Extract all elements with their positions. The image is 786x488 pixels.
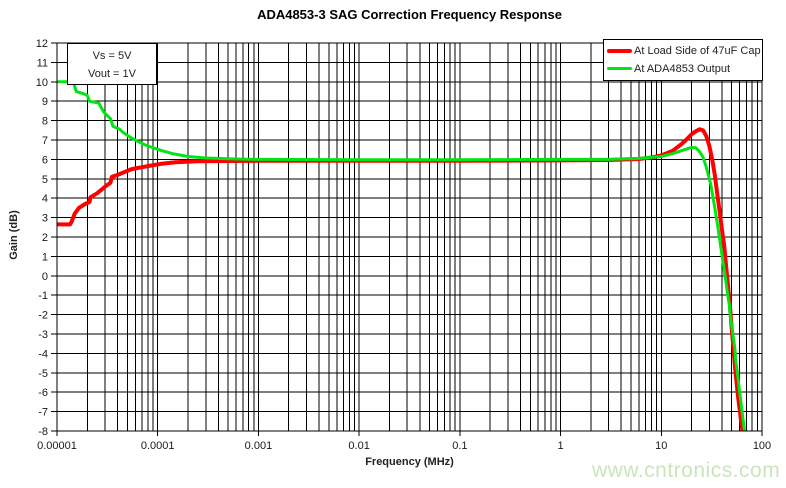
legend-label: At ADA4853 Output [634,62,731,75]
y-tick-label: 11 [37,57,48,69]
y-tick-label: 1 [42,251,48,263]
y-tick-label: -4 [38,348,48,360]
y-tick-label: -8 [38,426,48,438]
watermark-text: www.cntronics.com [592,459,781,482]
y-tick-label: -2 [38,310,48,322]
x-tick-label: 0.01 [348,440,369,452]
legend-swatch-red-line [607,49,632,54]
y-tick-label: 12 [36,38,48,50]
curve-ada4853-output [57,80,746,431]
annotation-line-vs: Vs = 5V [92,50,132,62]
legend-label: At Load Side of 47uF Cap [634,45,761,58]
y-tick-label: 7 [42,135,48,147]
legend-item-load-side: At Load Side of 47uF Cap [607,45,762,57]
y-tick-label: 8 [42,116,48,128]
x-tick-label: 1 [558,440,564,452]
y-tick-label: 2 [42,232,48,244]
legend-swatch-green-line [607,67,632,71]
y-axis-title: Gain (dB) [8,210,20,260]
y-tick-label: -1 [38,290,48,302]
y-tick-label: 9 [42,96,48,108]
x-tick-label: 0.1 [452,440,467,452]
x-tick-label: 0.0001 [141,440,175,452]
y-tick-label: 0 [42,271,48,283]
y-tick-label: -6 [38,387,48,399]
y-tick-label: 6 [42,154,48,166]
data-series [57,80,746,431]
axes [51,42,763,436]
conditions-annotation-box: Vs = 5V Vout = 1V [67,43,157,85]
legend: At Load Side of 47uF Cap At ADA4853 Outp… [603,39,763,81]
y-tick-label: 5 [42,174,48,186]
x-tick-label: 100 [753,440,771,452]
y-tick-label: 3 [42,213,48,225]
gridlines [57,43,762,431]
x-tick-label: 0.001 [245,440,273,452]
curve-load-side-of-cap [57,127,745,431]
y-tick-label: -7 [38,407,48,419]
y-tick-label: -3 [38,329,48,341]
y-tick-label: 4 [42,193,48,205]
y-tick-label: -5 [38,368,48,380]
x-axis-title: Frequency (MHz) [365,456,454,468]
x-tick-label: 0.00001 [37,440,77,452]
chart-title: ADA4853-3 SAG Correction Frequency Respo… [257,7,562,22]
y-tick-label: 10 [36,77,48,89]
x-tick-label: 10 [655,440,667,452]
legend-item-ada4853-output: At ADA4853 Output [607,63,762,75]
annotation-line-vout: Vout = 1V [87,68,136,80]
